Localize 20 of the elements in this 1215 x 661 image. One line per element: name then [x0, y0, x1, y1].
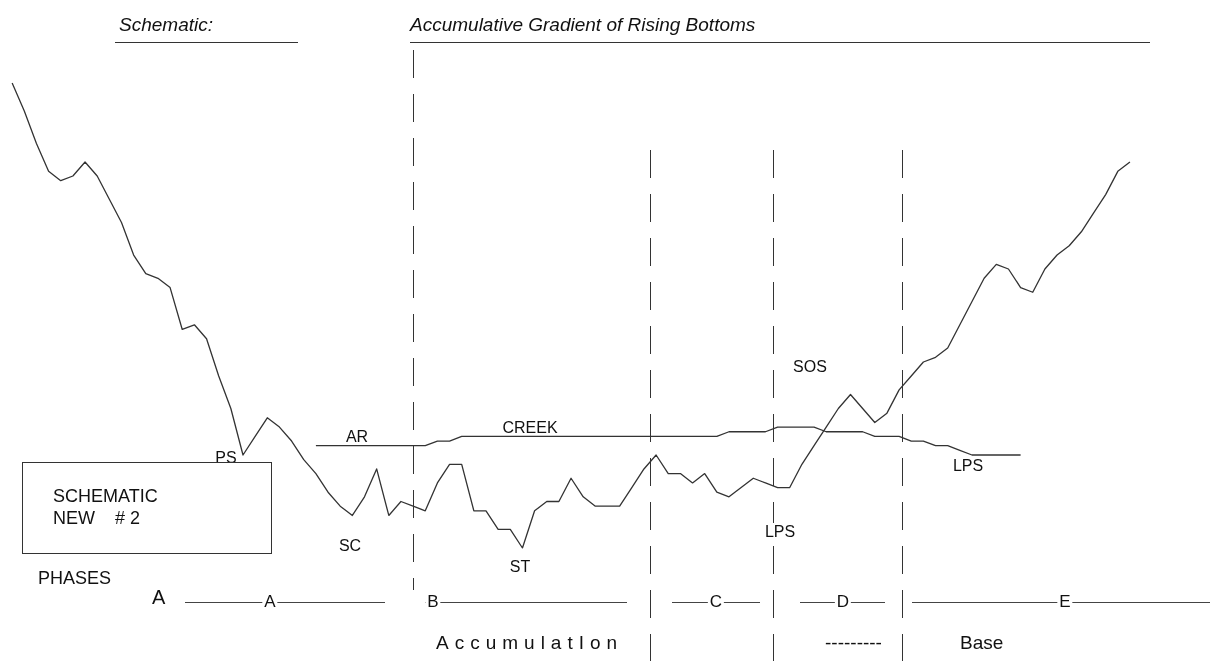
text: AccumulatIon: [436, 632, 624, 654]
text: B: [425, 592, 441, 612]
annotation: SOS: [793, 358, 827, 376]
text: ST: [509, 558, 531, 576]
annotation: LPS: [762, 523, 798, 541]
annotation: SCHEMATIC NEW # 2: [53, 486, 158, 528]
annotation: SC: [338, 537, 362, 555]
text: C: [707, 592, 725, 612]
annotation: LPS: [952, 457, 984, 475]
chart-subtitle: Schematic:: [115, 14, 298, 43]
annotation: CREEK: [502, 419, 558, 437]
text: E: [1057, 592, 1073, 612]
text: PHASES: [38, 568, 112, 589]
text: A: [152, 586, 166, 609]
text: Base: [960, 632, 1004, 654]
chart-title: Accumulative Gradient of Rising Bottoms: [410, 14, 1150, 43]
text: ---------: [825, 632, 882, 654]
text: D: [834, 592, 852, 612]
text: A: [262, 592, 278, 612]
annotation: AR: [345, 428, 369, 446]
